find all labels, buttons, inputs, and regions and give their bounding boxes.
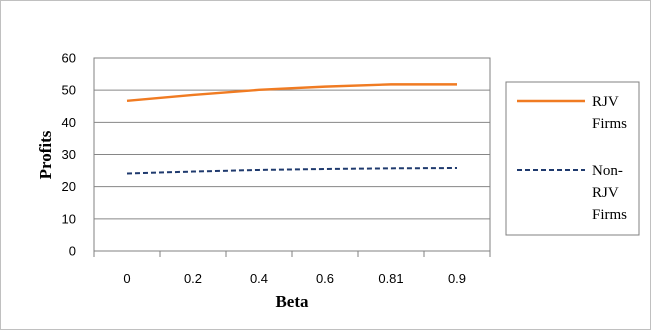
- series-lines: [126, 83, 458, 175]
- x-tick-label: 0.9: [448, 271, 466, 286]
- x-tick-label: 0.81: [378, 271, 403, 286]
- legend-label: Non-RJV Firms: [592, 163, 627, 223]
- y-tick-label: 50: [62, 83, 76, 98]
- data-point: [126, 100, 128, 102]
- data-point: [258, 89, 260, 91]
- gridlines: [94, 89, 490, 220]
- x-tick-labels: 0 0.2 0.4 0.6 0.81 0.9: [123, 271, 466, 286]
- data-point: [126, 172, 128, 174]
- legend-box: [505, 81, 640, 236]
- series-line-non-rjv-firms: [126, 167, 458, 175]
- y-tick-label: 40: [62, 115, 76, 130]
- y-tick-label: 30: [62, 147, 76, 162]
- y-tick-label: 20: [62, 179, 76, 194]
- x-tick-marks: [93, 251, 491, 257]
- x-tick-label: 0.6: [316, 271, 334, 286]
- data-point: [456, 83, 458, 85]
- x-axis-title: Beta: [275, 292, 309, 311]
- legend-label: RJV Firms: [592, 94, 627, 132]
- y-tick-label: 0: [69, 244, 76, 259]
- data-point: [258, 169, 260, 171]
- series-line-rjv-firms: [126, 83, 457, 102]
- data-point: [390, 167, 392, 169]
- x-tick-label: 0.2: [184, 271, 202, 286]
- data-point: [324, 85, 326, 87]
- legend: RJV Firms Non-RJV Firms: [517, 94, 627, 223]
- y-axis-title: Profits: [36, 130, 55, 179]
- data-point: [456, 167, 458, 169]
- data-point: [192, 170, 194, 172]
- x-tick-label: 0.4: [250, 271, 268, 286]
- data-point: [192, 94, 194, 96]
- y-tick-label: 60: [62, 51, 76, 66]
- x-tick-label: 0: [123, 271, 130, 286]
- data-point: [324, 168, 326, 170]
- y-tick-labels: 0 10 20 30 40 50 60: [62, 51, 76, 259]
- y-tick-label: 10: [62, 211, 76, 226]
- data-point: [390, 83, 392, 85]
